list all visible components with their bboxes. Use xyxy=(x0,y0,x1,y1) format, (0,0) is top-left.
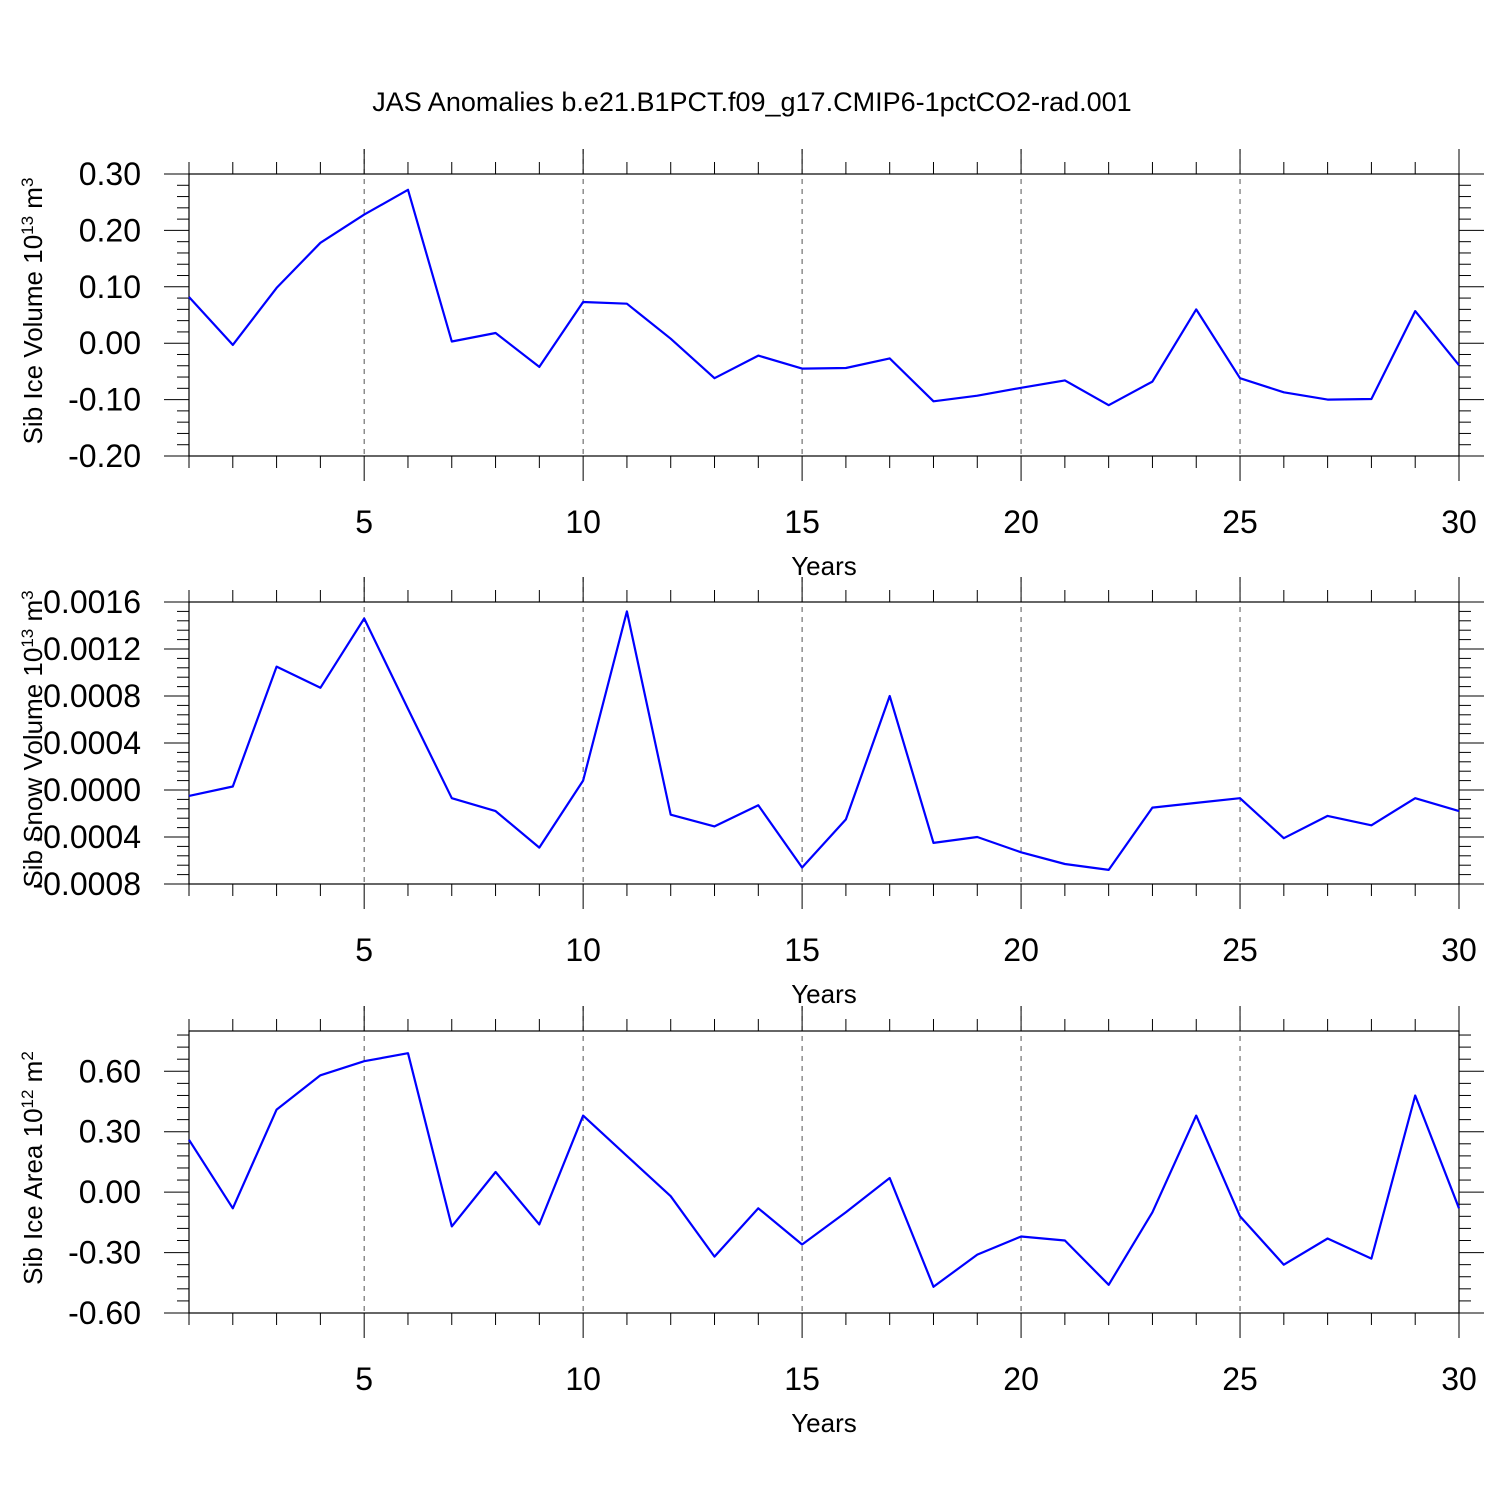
series-line xyxy=(188,1052,1461,1288)
x-tick-label: 25 xyxy=(1222,1361,1258,1397)
y-tick-label: -0.30 xyxy=(68,1235,141,1271)
y-axis-label-superscript: 3 xyxy=(18,178,37,187)
x-tick-label: 20 xyxy=(1003,504,1039,540)
panel-2: -0.0008 -0.0004 0.0000 0.0004 0.0008 0.0012 0.… xyxy=(18,577,1484,1009)
y-axis-label-superscript: 3 xyxy=(18,590,37,599)
y-tick-label: -0.0004 xyxy=(32,819,141,855)
x-tick-label: 10 xyxy=(565,1361,601,1397)
y-axis-label: Sib Ice Volume 1013 m3 xyxy=(18,178,49,445)
y-axis-label-part: m xyxy=(18,1061,48,1090)
series-line xyxy=(188,188,1460,407)
y-tick-label: 0.0016 xyxy=(43,584,141,620)
chart-title: JAS Anomalies b.e21.B1PCT.f09_g17.CMIP6-… xyxy=(372,87,1131,117)
y-tick-label: 0.20 xyxy=(79,212,141,248)
y-axis-label-part: Sib Ice Area 10 xyxy=(18,1108,48,1284)
plot-frame xyxy=(188,173,1460,457)
x-axis-label: Years xyxy=(791,979,857,1009)
y-axis-label-part: Sib Ice Volume 10 xyxy=(18,235,48,445)
x-axis-label: Years xyxy=(791,551,857,581)
y-tick-label: 0.00 xyxy=(79,325,141,361)
y-tick-label: 0.00 xyxy=(79,1174,141,1210)
plot-frame xyxy=(188,601,1460,885)
panels: -0.20-0.100.000.100.200.305 10 15 20 25 30Yea… xyxy=(18,149,1484,1438)
x-tick-label: 15 xyxy=(784,932,820,968)
x-tick-label: 15 xyxy=(784,1361,820,1397)
x-axis-label: Years xyxy=(791,1408,857,1438)
x-tick-label: 15 xyxy=(784,504,820,540)
y-axis-label: Sib Snow Volume 1013 m3 xyxy=(18,590,49,887)
y-tick-label: 0.0004 xyxy=(43,725,141,761)
y-tick-label: -0.60 xyxy=(68,1295,141,1331)
y-axis-label-superscript: 13 xyxy=(18,216,37,235)
y-axis-label: Sib Ice Area 1012 m2 xyxy=(18,1051,49,1285)
y-axis-label-superscript: 2 xyxy=(18,1051,37,1060)
x-tick-label: 30 xyxy=(1441,1361,1477,1397)
y-axis-label-part: Sib Snow Volume 10 xyxy=(18,648,48,888)
y-tick-label: 0.30 xyxy=(79,1114,141,1150)
plot-frame xyxy=(188,1030,1460,1314)
x-tick-label: 25 xyxy=(1222,932,1258,968)
y-axis-label-superscript: 12 xyxy=(18,1090,37,1109)
x-tick-label: 5 xyxy=(355,504,373,540)
y-tick-label: -0.0008 xyxy=(32,866,141,902)
x-tick-label: 10 xyxy=(565,932,601,968)
x-tick-label: 25 xyxy=(1222,504,1258,540)
y-axis-label-part: m xyxy=(18,187,48,216)
y-tick-label: -0.20 xyxy=(68,438,141,474)
x-tick-label: 30 xyxy=(1441,504,1477,540)
y-axis-label-part: m xyxy=(18,600,48,629)
y-tick-label: -0.10 xyxy=(68,382,141,418)
x-tick-label: 20 xyxy=(1003,932,1039,968)
x-tick-label: 5 xyxy=(355,1361,373,1397)
y-axis-label-superscript: 13 xyxy=(18,629,37,648)
panel-1: -0.20 -0.10 0.00 0.10 0.20 0.30 5 10 15 20 25 30 Yea… xyxy=(18,149,1484,581)
series-line xyxy=(188,610,1460,872)
x-tick-label: 20 xyxy=(1003,1361,1039,1397)
y-tick-label: 0.30 xyxy=(79,156,141,192)
x-tick-label: 5 xyxy=(355,932,373,968)
panel-3: -0.60 -0.30 0.00 0.30 0.60 5 10 15 20 25 30 Years Si… xyxy=(18,1006,1484,1438)
y-tick-label: 0.10 xyxy=(79,269,141,305)
x-tick-label: 30 xyxy=(1441,932,1477,968)
y-tick-label: 0.60 xyxy=(79,1053,141,1089)
x-tick-label: 10 xyxy=(565,504,601,540)
y-tick-label: 0.0012 xyxy=(43,631,141,667)
y-tick-label: 0.0008 xyxy=(43,678,141,714)
y-tick-label: 0.0000 xyxy=(43,772,141,808)
